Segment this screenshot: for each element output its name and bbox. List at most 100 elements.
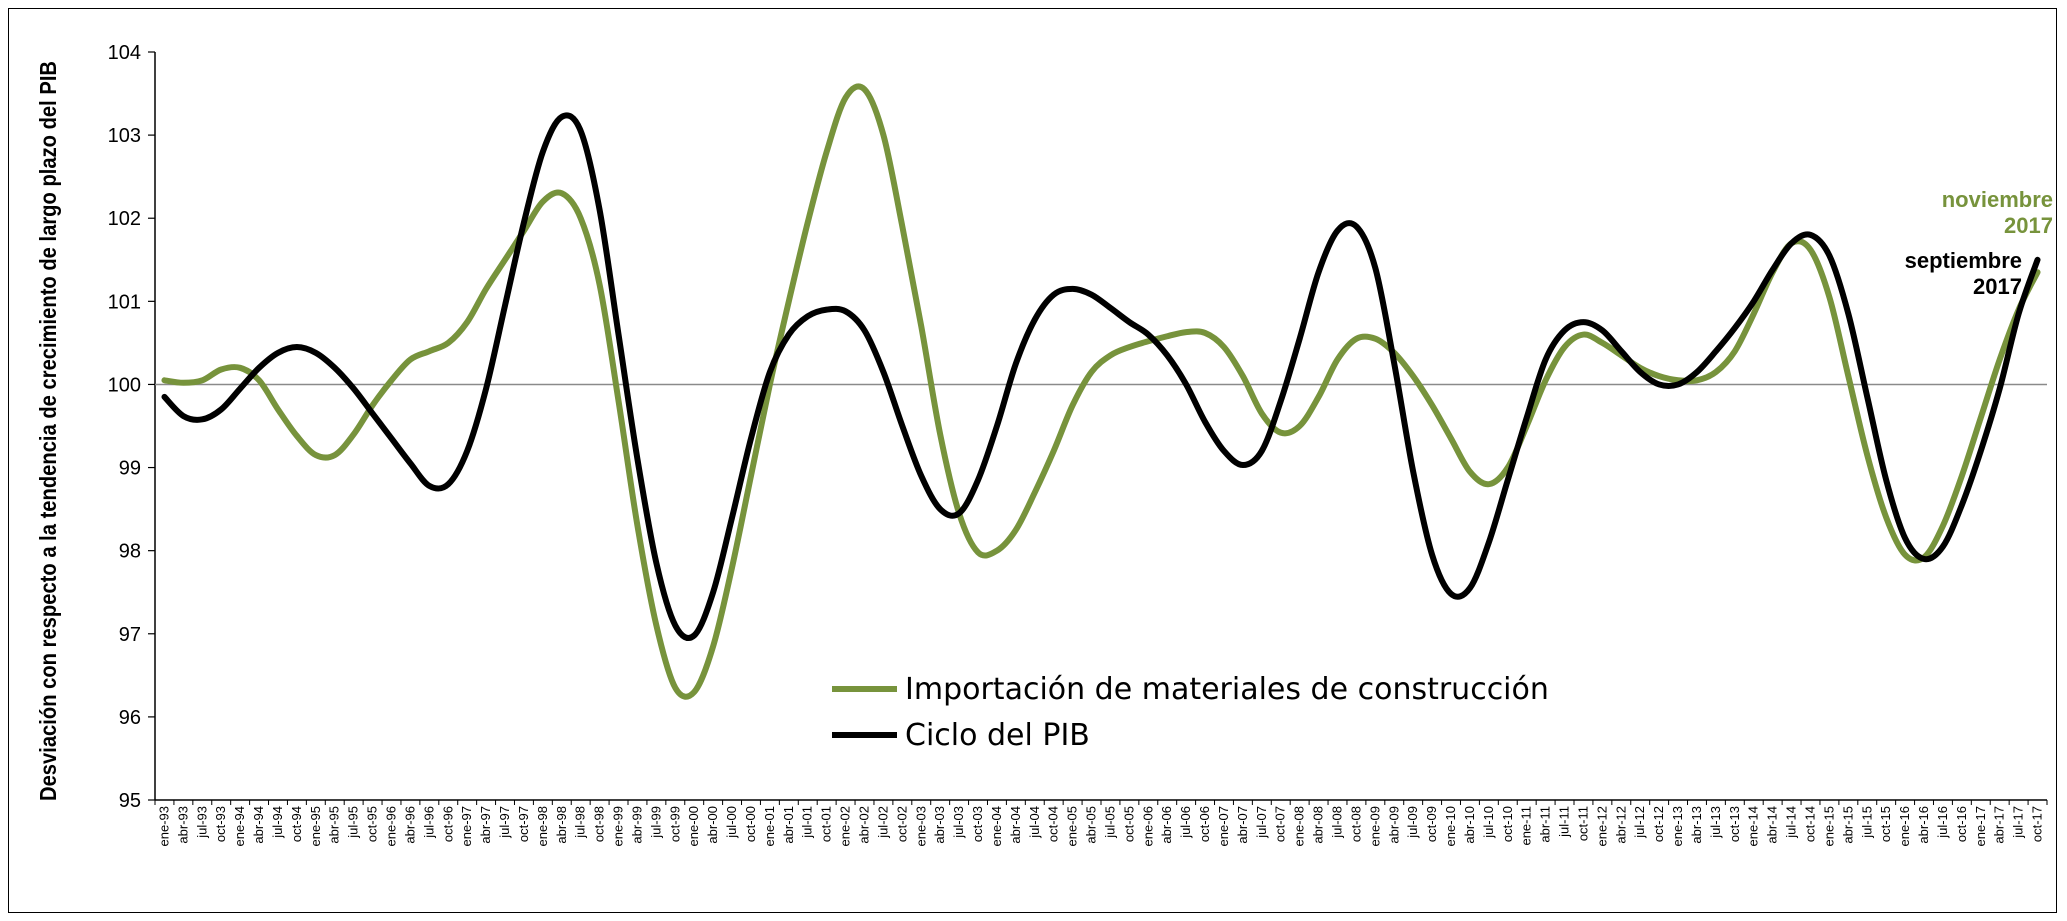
x-tick-label: ene-08 — [1292, 806, 1307, 846]
x-tick-label: jul-93 — [194, 806, 209, 839]
x-tick-label: oct-96 — [440, 806, 455, 842]
x-tick-label: oct-00 — [743, 806, 758, 842]
x-tick-label: jul-13 — [1708, 806, 1723, 839]
y-tick-label: 96 — [119, 707, 141, 729]
x-tick-label: ene-09 — [1367, 806, 1382, 846]
y-tick-label: 103 — [108, 125, 141, 147]
y-tick-label: 98 — [119, 541, 141, 563]
x-tick-label: ene-13 — [1670, 806, 1685, 846]
annotation-imports-line1: noviembre — [1942, 187, 2053, 212]
x-tick-label: abr-16 — [1916, 806, 1931, 844]
x-tick-label: oct-13 — [1727, 806, 1742, 842]
x-tick-label: abr-05 — [1084, 806, 1099, 844]
x-tick-label: jul-97 — [497, 806, 512, 839]
x-tick-label: oct-02 — [894, 806, 909, 842]
x-tick-label: oct-08 — [1348, 806, 1363, 842]
x-tick-label: ene-93 — [156, 806, 171, 846]
legend: Importación de materiales de construcció… — [832, 672, 1549, 753]
x-tick-label: jul-99 — [648, 806, 663, 839]
x-tick-label: jul-96 — [421, 806, 436, 839]
x-tick-label: oct-04 — [1046, 806, 1061, 842]
y-tick-label: 100 — [108, 374, 141, 396]
x-tick-label: abr-17 — [1992, 806, 2007, 844]
y-tick-label: 97 — [119, 624, 141, 646]
x-tick-label: oct-95 — [365, 806, 380, 842]
x-tick-label: oct-03 — [970, 806, 985, 842]
x-tick-label: oct-06 — [1197, 806, 1212, 842]
x-tick-label: jul-02 — [875, 806, 890, 839]
x-tick-label: jul-14 — [1784, 806, 1799, 839]
x-tick-label: oct-97 — [516, 806, 531, 842]
x-tick-label: oct-15 — [1878, 806, 1893, 842]
x-tick-label: abr-93 — [175, 806, 190, 844]
x-tick-label: oct-94 — [289, 806, 304, 842]
x-tick-label: jul-15 — [1859, 806, 1874, 839]
x-tick-label: oct-93 — [213, 806, 228, 842]
y-tick-label: 95 — [119, 790, 141, 812]
x-tick-label: abr-06 — [1159, 806, 1174, 844]
y-tick-label: 99 — [119, 458, 141, 480]
x-tick-label: ene-00 — [686, 806, 701, 846]
x-tick-label: ene-96 — [384, 806, 399, 846]
x-tick-label: ene-01 — [762, 806, 777, 846]
x-tick-label: oct-05 — [1121, 806, 1136, 842]
x-tick-label: abr-95 — [327, 806, 342, 844]
x-tick-label: ene-97 — [459, 806, 474, 846]
x-tick-label: ene-11 — [1519, 806, 1534, 846]
annotation-imports-line2: 2017 — [2004, 213, 2053, 238]
x-tick-label: abr-13 — [1689, 806, 1704, 844]
x-tick-label: abr-97 — [478, 806, 493, 844]
x-tick-label: abr-02 — [857, 806, 872, 844]
x-tick-label: jul-01 — [800, 806, 815, 839]
x-tick-label: ene-15 — [1821, 806, 1836, 846]
x-tick-label: abr-00 — [705, 806, 720, 844]
x-tick-label: ene-16 — [1897, 806, 1912, 846]
x-tick-label: jul-16 — [1935, 806, 1950, 839]
x-tick-label: ene-99 — [611, 806, 626, 846]
x-tick-label: abr-98 — [554, 806, 569, 844]
y-tick-label: 104 — [108, 42, 141, 64]
x-tick-label: abr-14 — [1765, 806, 1780, 844]
x-tick-label: ene-14 — [1746, 806, 1761, 846]
x-tick-label: oct-07 — [1273, 806, 1288, 842]
x-tick-label: oct-14 — [1803, 806, 1818, 842]
x-tick-label: jul-06 — [1178, 806, 1193, 839]
x-tick-label: oct-16 — [1954, 806, 1969, 842]
x-tick-label: jul-03 — [951, 806, 966, 839]
end-annotations: noviembre 2017 septiembre 2017 — [1905, 187, 2053, 299]
x-tick-label: ene-12 — [1594, 806, 1609, 846]
x-tick-label: abr-04 — [1008, 806, 1023, 844]
x-tick-label: jul-00 — [724, 806, 739, 839]
x-tick-label: jul-07 — [1254, 806, 1269, 839]
x-tick-label: ene-17 — [1973, 806, 1988, 846]
x-tick-label: ene-06 — [1140, 806, 1155, 846]
annotation-gdp-line1: septiembre — [1905, 248, 2022, 273]
y-axis: 95 96 97 98 99 100 101 102 103 104 — [108, 42, 156, 812]
series-line-importaciones — [161, 83, 2041, 700]
x-tick-label: jul-11 — [1557, 806, 1572, 838]
y-tick-label: 101 — [108, 291, 141, 313]
x-tick-label: jul-12 — [1632, 806, 1647, 839]
x-tick-label: ene-94 — [232, 806, 247, 846]
x-tick-label: jul-94 — [270, 806, 285, 839]
legend-label-imports: Importación de materiales de construcció… — [905, 672, 1549, 707]
x-tick-label: abr-94 — [251, 806, 266, 844]
x-tick-label: abr-03 — [932, 806, 947, 844]
x-tick-label: abr-96 — [402, 806, 417, 844]
x-tick-label: jul-17 — [2011, 806, 2026, 839]
x-tick-label: oct-98 — [592, 806, 607, 842]
annotation-gdp-line2: 2017 — [1973, 274, 2022, 299]
x-tick-label: abr-15 — [1840, 806, 1855, 844]
x-tick-label: jul-08 — [1330, 806, 1345, 839]
x-tick-label: oct-09 — [1424, 806, 1439, 842]
x-tick-label: ene-98 — [535, 806, 550, 846]
x-tick-label: ene-04 — [989, 806, 1004, 846]
x-tick-label: abr-10 — [1462, 806, 1477, 844]
legend-label-gdp: Ciclo del PIB — [905, 718, 1090, 753]
x-tick-label: jul-05 — [1102, 806, 1117, 839]
x-tick-label: abr-09 — [1386, 806, 1401, 844]
x-tick-label: oct-11 — [1575, 806, 1590, 841]
series-layer — [161, 83, 2041, 700]
x-tick-label: oct-99 — [667, 806, 682, 842]
